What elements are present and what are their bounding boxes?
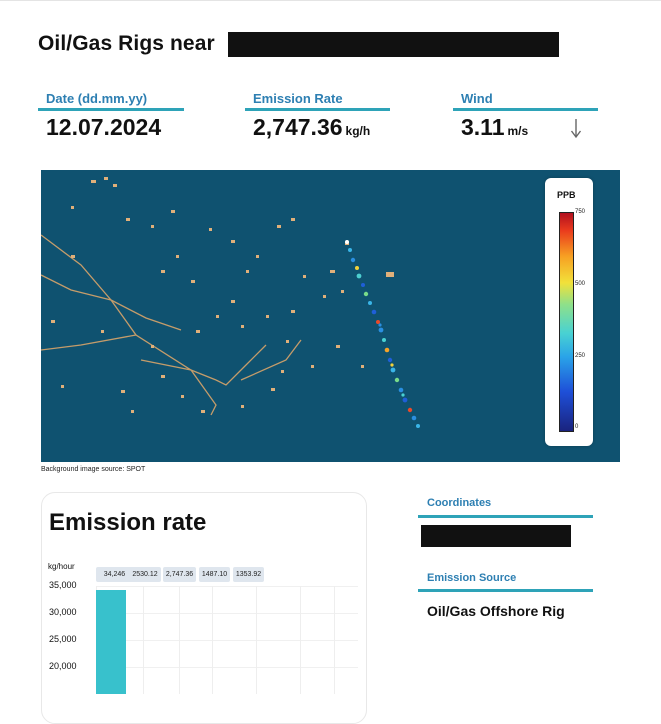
grid-line <box>300 586 301 694</box>
grid-line <box>96 667 358 668</box>
ppb-legend: PPB 750 500 250 0 <box>545 178 593 446</box>
value-pill: 1353.92 <box>233 567 264 582</box>
y-tick: 25,000 <box>49 634 77 644</box>
grid-line <box>96 586 358 587</box>
legend-tick: 500 <box>575 281 586 287</box>
wind-value: 3.11 <box>461 114 505 140</box>
value-pill: 2,747.36 <box>163 567 196 582</box>
emission-bar <box>96 590 126 694</box>
emission-card-title: Emission rate <box>49 509 207 536</box>
wind-rule <box>453 108 598 111</box>
legend-color-bar <box>559 212 574 432</box>
grid-line <box>334 586 335 694</box>
y-tick: 30,000 <box>49 607 77 617</box>
emission-rate-value: 2,747.36 <box>253 114 343 140</box>
arrow-down-icon <box>570 119 582 139</box>
value-pill: 2530.12 <box>129 567 161 582</box>
grid-line <box>143 586 144 694</box>
grid-line <box>212 586 213 694</box>
map-features <box>41 177 420 428</box>
legend-tick: 250 <box>575 353 586 359</box>
wind-label: Wind <box>461 91 493 106</box>
grid-line <box>96 613 358 614</box>
emission-rate-label: Emission Rate <box>253 91 343 106</box>
coordinates-rule <box>418 515 593 518</box>
date-rule <box>38 108 184 111</box>
grid-line <box>96 640 358 641</box>
coordinates-label: Coordinates <box>427 497 492 509</box>
legend-title: PPB <box>557 190 576 200</box>
y-tick: 35,000 <box>49 580 77 590</box>
y-axis-unit: kg/hour <box>48 562 75 571</box>
emission-source-rule <box>418 589 593 592</box>
legend-tick: 750 <box>575 209 586 215</box>
y-tick: 20,000 <box>49 661 77 671</box>
emission-rate-metric: Emission Rate 2,747.36 kg/h <box>245 91 390 141</box>
satellite-map[interactable] <box>41 170 620 462</box>
wind-metric: Wind 3.11 m/s <box>453 91 598 141</box>
grid-line <box>179 586 180 694</box>
emission-source-label: Emission Source <box>427 572 517 584</box>
date-value: 12.07.2024 <box>46 114 162 140</box>
grid-line <box>256 586 257 694</box>
emission-rate-rule <box>245 108 390 111</box>
wind-value-row: 3.11 m/s <box>453 114 598 141</box>
emission-rate-unit: kg/h <box>345 124 371 138</box>
value-pill: 1487.10 <box>199 567 230 582</box>
image-source-caption: Background image source: SPOT <box>41 466 146 473</box>
emission-source-value: Oil/Gas Offshore Rig <box>427 603 565 619</box>
redacted-coordinates <box>421 525 571 547</box>
date-label: Date (dd.mm.yy) <box>46 91 148 106</box>
emission-rate-value-row: 2,747.36 kg/h <box>245 114 390 141</box>
legend-tick: 0 <box>575 424 579 430</box>
redacted-location <box>228 32 559 57</box>
page-title: Oil/Gas Rigs near <box>38 32 215 55</box>
date-metric: Date (dd.mm.yy) 12.07.2024 <box>38 91 184 141</box>
top-border <box>0 0 661 1</box>
value-pill: 34,246 <box>96 567 133 582</box>
wind-unit: m/s <box>507 124 529 138</box>
